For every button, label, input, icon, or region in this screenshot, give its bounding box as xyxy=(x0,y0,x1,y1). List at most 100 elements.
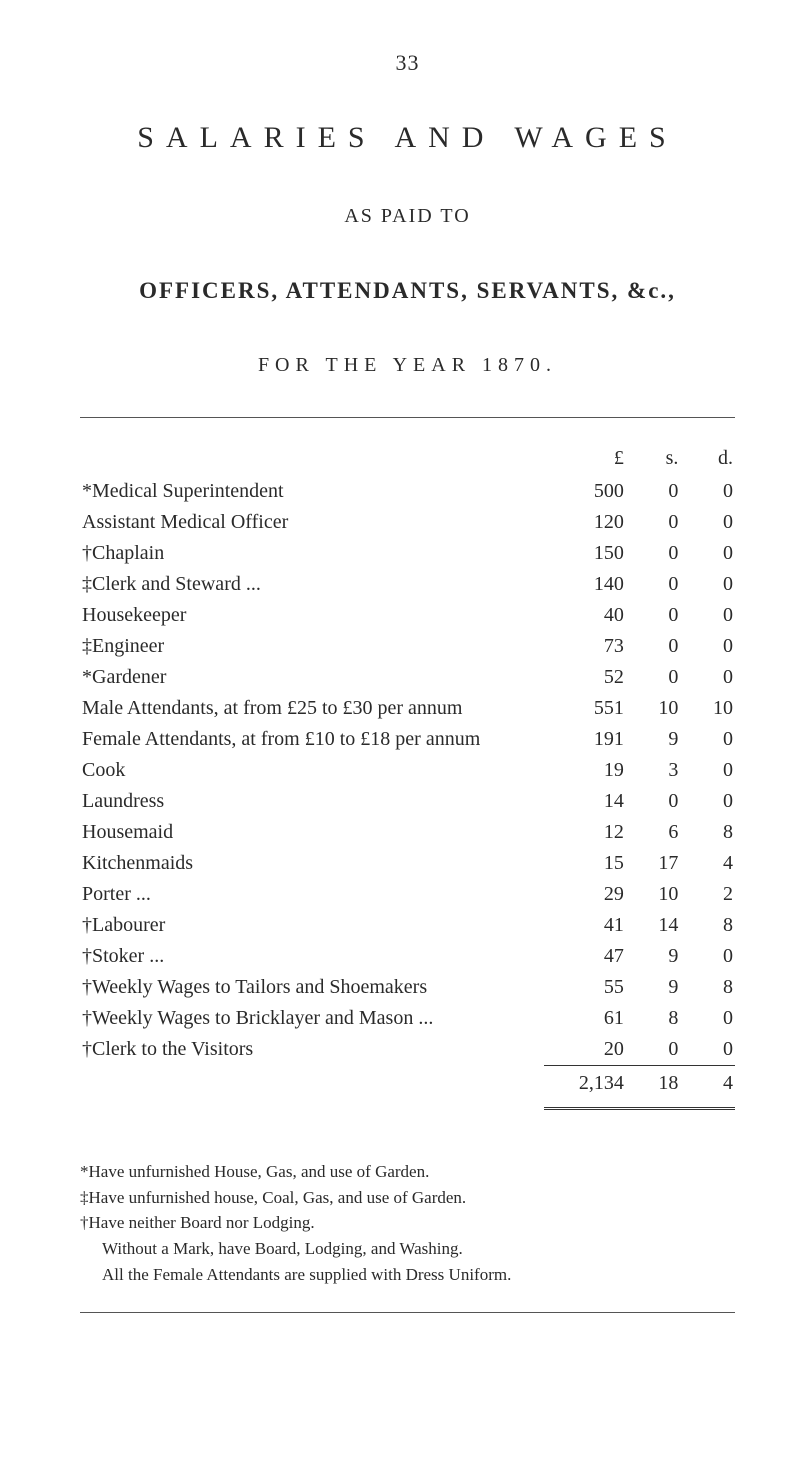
footnote: *Have unfurnished House, Gas, and use of… xyxy=(80,1160,735,1185)
table-row: Housemaid1268 xyxy=(80,817,735,848)
row-pence: 0 xyxy=(680,631,735,662)
table-row: †Weekly Wages to Bricklayer and Mason ..… xyxy=(80,1003,735,1034)
table-row: Female Attendants, at from £10 to £18 pe… xyxy=(80,724,735,755)
row-pound: 73 xyxy=(544,631,626,662)
row-pence: 0 xyxy=(680,1034,735,1066)
row-pound: 40 xyxy=(544,600,626,631)
row-pound: 15 xyxy=(544,848,626,879)
row-shilling: 0 xyxy=(626,1034,681,1066)
row-label: Housemaid xyxy=(80,817,544,848)
table-row: *Gardener5200 xyxy=(80,662,735,693)
table-row: †Weekly Wages to Tailors and Shoemakers5… xyxy=(80,972,735,1003)
table-row: †Clerk to the Visitors2000 xyxy=(80,1034,735,1066)
row-pound: 20 xyxy=(544,1034,626,1066)
table-row: Assistant Medical Officer12000 xyxy=(80,507,735,538)
table-row: ‡Engineer7300 xyxy=(80,631,735,662)
row-pound: 140 xyxy=(544,569,626,600)
header-pound: £ xyxy=(544,443,626,476)
row-shilling: 0 xyxy=(626,507,681,538)
row-shilling: 8 xyxy=(626,1003,681,1034)
row-shilling: 10 xyxy=(626,693,681,724)
salary-table: £ s. d. *Medical Superintendent50000 Ass… xyxy=(80,443,735,1110)
row-pence: 0 xyxy=(680,662,735,693)
row-shilling: 0 xyxy=(626,600,681,631)
row-shilling: 10 xyxy=(626,879,681,910)
row-label: Porter ... xyxy=(80,879,544,910)
total-pound: 2,134 xyxy=(544,1066,626,1100)
row-pence: 2 xyxy=(680,879,735,910)
row-shilling: 0 xyxy=(626,786,681,817)
row-label: *Medical Superintendent xyxy=(80,476,544,507)
table-row: ‡Clerk and Steward ...14000 xyxy=(80,569,735,600)
row-shilling: 3 xyxy=(626,755,681,786)
row-label: †Chaplain xyxy=(80,538,544,569)
row-shilling: 0 xyxy=(626,538,681,569)
row-label: †Weekly Wages to Bricklayer and Mason ..… xyxy=(80,1003,544,1034)
row-label: Housekeeper xyxy=(80,600,544,631)
table-row: †Labourer41148 xyxy=(80,910,735,941)
row-label: ‡Engineer xyxy=(80,631,544,662)
row-shilling: 9 xyxy=(626,972,681,1003)
header-shilling: s. xyxy=(626,443,681,476)
total-shilling: 18 xyxy=(626,1066,681,1100)
row-shilling: 6 xyxy=(626,817,681,848)
footnotes: *Have unfurnished House, Gas, and use of… xyxy=(80,1160,735,1287)
row-pence: 0 xyxy=(680,755,735,786)
row-pound: 55 xyxy=(544,972,626,1003)
row-pence: 0 xyxy=(680,724,735,755)
row-label: †Labourer xyxy=(80,910,544,941)
row-pound: 500 xyxy=(544,476,626,507)
salary-table-container: £ s. d. *Medical Superintendent50000 Ass… xyxy=(80,417,735,1313)
row-pound: 41 xyxy=(544,910,626,941)
table-row: †Chaplain15000 xyxy=(80,538,735,569)
row-pound: 120 xyxy=(544,507,626,538)
subtitle-as-paid-to: AS PAID TO xyxy=(80,205,735,228)
table-row: Kitchenmaids15174 xyxy=(80,848,735,879)
row-pence: 0 xyxy=(680,507,735,538)
total-pence: 4 xyxy=(680,1066,735,1100)
row-shilling: 0 xyxy=(626,662,681,693)
row-pence: 0 xyxy=(680,600,735,631)
row-pence: 8 xyxy=(680,910,735,941)
row-pence: 0 xyxy=(680,569,735,600)
footnote: Without a Mark, have Board, Lodging, and… xyxy=(102,1237,735,1262)
row-pence: 10 xyxy=(680,693,735,724)
main-title: SALARIES AND WAGES xyxy=(80,121,735,155)
table-header-row: £ s. d. xyxy=(80,443,735,476)
row-shilling: 0 xyxy=(626,631,681,662)
table-row: *Medical Superintendent50000 xyxy=(80,476,735,507)
row-label: Cook xyxy=(80,755,544,786)
row-pence: 4 xyxy=(680,848,735,879)
row-shilling: 0 xyxy=(626,569,681,600)
row-pence: 0 xyxy=(680,941,735,972)
row-pence: 8 xyxy=(680,972,735,1003)
row-label: †Weekly Wages to Tailors and Shoemakers xyxy=(80,972,544,1003)
row-label: Assistant Medical Officer xyxy=(80,507,544,538)
row-pence: 0 xyxy=(680,538,735,569)
row-shilling: 0 xyxy=(626,476,681,507)
row-shilling: 9 xyxy=(626,724,681,755)
table-row: Housekeeper4000 xyxy=(80,600,735,631)
footnote: †Have neither Board nor Lodging. xyxy=(80,1211,735,1236)
table-row: †Stoker ...4790 xyxy=(80,941,735,972)
row-pence: 0 xyxy=(680,1003,735,1034)
row-label: *Gardener xyxy=(80,662,544,693)
row-pound: 19 xyxy=(544,755,626,786)
table-row: Cook1930 xyxy=(80,755,735,786)
page-number: 33 xyxy=(80,50,735,76)
row-pence: 0 xyxy=(680,476,735,507)
row-label: Laundress xyxy=(80,786,544,817)
row-pound: 61 xyxy=(544,1003,626,1034)
row-label: ‡Clerk and Steward ... xyxy=(80,569,544,600)
row-pence: 8 xyxy=(680,817,735,848)
row-label: Female Attendants, at from £10 to £18 pe… xyxy=(80,724,544,755)
subtitle-officers: OFFICERS, ATTENDANTS, SERVANTS, &c., xyxy=(80,278,735,304)
row-pence: 0 xyxy=(680,786,735,817)
row-shilling: 17 xyxy=(626,848,681,879)
row-pound: 150 xyxy=(544,538,626,569)
row-label: Kitchenmaids xyxy=(80,848,544,879)
header-pence: d. xyxy=(680,443,735,476)
total-row: 2,134 18 4 xyxy=(80,1066,735,1100)
table-row: Laundress1400 xyxy=(80,786,735,817)
total-underline xyxy=(80,1099,735,1109)
